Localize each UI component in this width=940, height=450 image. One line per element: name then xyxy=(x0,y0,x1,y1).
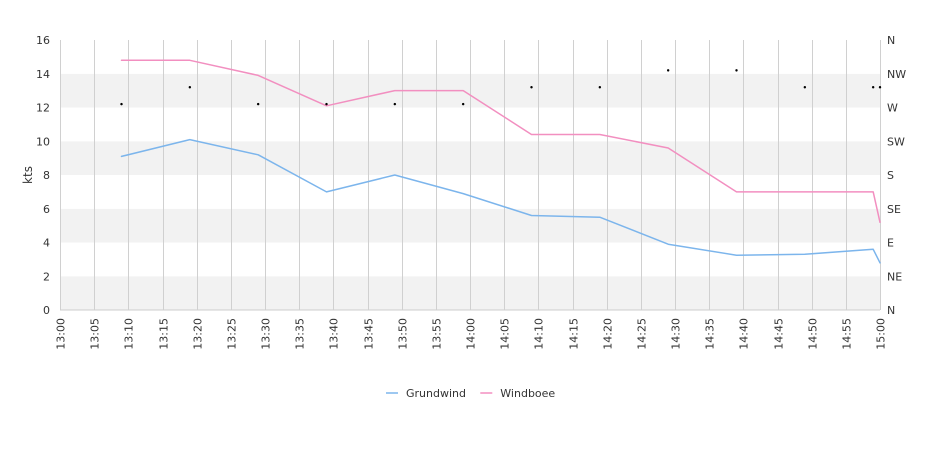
x-tick-label: 13:55 xyxy=(431,318,444,350)
legend-label: Windboee xyxy=(500,387,555,400)
y-axis-ticks: 0 2 4 6 8 10 12 14 16 xyxy=(36,34,50,317)
x-tick-label: 14:00 xyxy=(465,318,478,350)
direction-point xyxy=(878,86,882,89)
direction-point xyxy=(461,102,465,106)
x-tick-label: 14:10 xyxy=(533,318,546,350)
direction-point xyxy=(803,86,807,89)
direction-point xyxy=(666,69,670,72)
direction-point xyxy=(735,69,738,72)
x-tick-label: 13:00 xyxy=(55,318,68,350)
y-tick-label: 16 xyxy=(36,34,50,47)
y-tick-label: 4 xyxy=(43,237,50,250)
x-tick-label: 14:20 xyxy=(602,318,615,350)
x-tick-label: 13:05 xyxy=(89,318,102,350)
direction-tick-label: E xyxy=(887,237,894,250)
x-axis-ticks: 13:00 13:05 13:10 13:15 13:20 13:25 13:30 13:35… xyxy=(55,318,888,350)
x-tick-label: 14:35 xyxy=(704,318,717,350)
direction-point xyxy=(120,102,123,106)
y-tick-label: 14 xyxy=(36,68,50,81)
direction-point xyxy=(871,86,875,89)
x-tick-label: 14:15 xyxy=(568,318,581,350)
direction-point xyxy=(598,86,602,89)
direction-points xyxy=(120,69,882,106)
direction-point xyxy=(393,102,397,106)
direction-tick-label: NE xyxy=(887,270,902,283)
direction-tick-label: N xyxy=(887,304,895,317)
x-tick-label: 14:30 xyxy=(670,318,683,350)
y-tick-label: 6 xyxy=(43,203,50,216)
y-tick-label: 12 xyxy=(36,102,50,115)
direction-tick-label: SE xyxy=(887,203,901,216)
x-tick-label: 13:40 xyxy=(328,318,341,350)
x-tick-label: 14:55 xyxy=(841,318,854,350)
direction-point xyxy=(188,86,192,89)
y-axis-label: kts xyxy=(21,166,35,184)
x-tick-label: 14:50 xyxy=(807,318,820,350)
x-tick-label: 14:25 xyxy=(636,318,649,350)
direction-tick-label: W xyxy=(887,102,898,115)
direction-axis-ticks: N NE E SE S SW W NW N xyxy=(887,34,906,317)
y-tick-label: 0 xyxy=(43,304,50,317)
series-line-windboee xyxy=(120,59,881,224)
x-tick-label: 13:35 xyxy=(294,318,307,350)
x-tick-label: 13:50 xyxy=(397,318,410,350)
x-tick-label: 13:10 xyxy=(123,318,136,350)
direction-point xyxy=(530,86,533,89)
direction-tick-label: S xyxy=(887,169,894,182)
x-tick-label: 13:20 xyxy=(192,318,205,350)
legend: Grundwind Windboee xyxy=(386,387,555,400)
series-lines xyxy=(120,59,881,264)
x-tick-label: 14:45 xyxy=(773,318,786,350)
y-tick-label: 2 xyxy=(43,270,50,283)
vertical-gridlines xyxy=(60,40,881,310)
direction-point xyxy=(256,102,260,106)
x-tick-label: 14:05 xyxy=(499,318,512,350)
x-tick-label: 14:40 xyxy=(738,318,751,350)
direction-tick-label: NW xyxy=(887,68,906,81)
y-tick-label: 8 xyxy=(43,169,50,182)
x-tick-label: 13:25 xyxy=(226,318,239,350)
x-tick-label: 13:30 xyxy=(260,318,273,350)
direction-tick-label: N xyxy=(887,34,895,47)
direction-point xyxy=(325,102,328,106)
x-tick-label: 13:45 xyxy=(363,318,376,350)
series-line-grundwind xyxy=(120,138,881,264)
legend-label: Grundwind xyxy=(406,387,466,400)
direction-tick-label: SW xyxy=(887,135,905,148)
y-tick-label: 10 xyxy=(36,135,50,148)
x-tick-label: 13:15 xyxy=(158,318,171,350)
x-tick-label: 15:00 xyxy=(875,318,888,350)
